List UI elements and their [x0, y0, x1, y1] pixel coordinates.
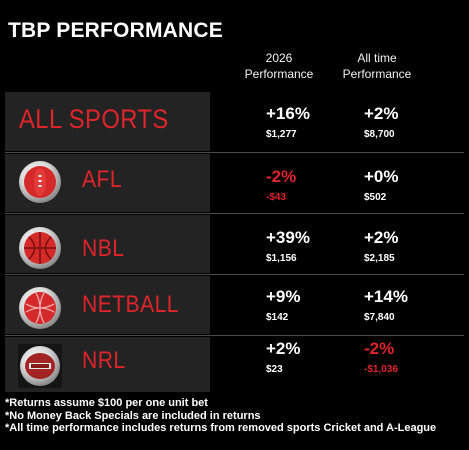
nbl-alltime-amount: $2,185 [364, 253, 395, 264]
column-header-all-time: All time Performance [327, 50, 427, 82]
afl-2026-amount: -$43 [266, 192, 287, 203]
nrl-2026-amount: $23 [266, 364, 283, 375]
all-sports-2026-amount: $1,277 [266, 129, 297, 140]
row-divider [5, 213, 464, 214]
row-divider [5, 152, 464, 153]
column-header-2026-line2: Performance [244, 67, 314, 81]
afl-ball-icon [18, 160, 62, 204]
footnote: *All time performance includes returns f… [5, 422, 437, 434]
all-sports-2026-percent: +16% [266, 104, 310, 123]
sport-name-afl: AFL [82, 166, 123, 193]
page-title: TBP PERFORMANCE [8, 19, 223, 42]
all-sports-panel [5, 92, 210, 151]
nrl-2026-percent: +2% [266, 339, 301, 358]
footnotes: *Returns assume $100 per one unit bet *N… [5, 397, 436, 435]
column-header-2026: 2026 Performance [229, 50, 329, 82]
netball-alltime-amount: $7,840 [364, 312, 395, 323]
sport-name-nbl: NBL [82, 235, 125, 262]
netball-2026-percent: +9% [266, 287, 301, 306]
basketball-icon [18, 226, 62, 270]
afl-alltime-percent: +0% [364, 167, 399, 186]
afl-alltime-amount: $502 [364, 192, 387, 203]
row-divider [5, 335, 464, 336]
sport-name-nrl: NRL [82, 347, 126, 374]
nrl-alltime-amount: -$1,036 [364, 364, 398, 375]
column-header-all-time-line1: All time [357, 51, 397, 65]
sport-name-all-sports: ALL SPORTS [19, 104, 169, 134]
footnote: *No Money Back Specials are included in … [5, 409, 261, 422]
netball-2026-amount: $142 [266, 312, 289, 323]
nbl-alltime-percent: +2% [364, 228, 399, 247]
all-sports-alltime-amount: $8,700 [364, 129, 395, 140]
column-header-all-time-line2: Performance [342, 67, 412, 81]
nbl-2026-percent: +39% [266, 228, 310, 247]
nrl-alltime-percent: -2% [364, 339, 395, 358]
netball-alltime-percent: +14% [364, 287, 408, 306]
netball-icon [18, 286, 62, 330]
nrl-ball-icon [18, 344, 62, 388]
column-header-2026-line1: 2026 [265, 51, 293, 65]
afl-2026-percent: -2% [266, 167, 297, 186]
sport-name-netball: NETBALL [82, 291, 179, 318]
nbl-2026-amount: $1,156 [266, 253, 297, 264]
row-divider [5, 274, 464, 275]
footnote: *Returns assume $100 per one unit bet [5, 397, 208, 409]
all-sports-alltime-percent: +2% [364, 104, 399, 123]
